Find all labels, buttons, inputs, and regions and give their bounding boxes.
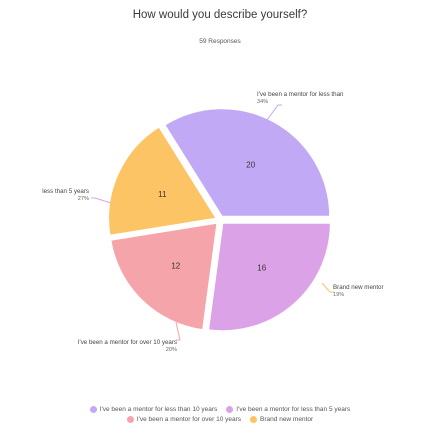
callout-label: I've been a mentor for over 10 years xyxy=(78,339,177,346)
legend-row: I've been a mentor for over 10 years Bra… xyxy=(0,414,440,424)
slice-value-label: 12 xyxy=(171,261,180,270)
callout-line xyxy=(175,321,181,341)
legend-swatch xyxy=(126,415,134,423)
slice-value-label: 20 xyxy=(246,161,255,170)
callout-label: I've been a mentor for less than xyxy=(257,91,344,98)
chart-title: How would you describe yourself? xyxy=(132,9,308,21)
callout-percent: 19% xyxy=(333,292,344,298)
legend-label: I've been a mentor for less than 10 year… xyxy=(99,405,218,413)
callout-percent: 34% xyxy=(257,99,268,105)
legend-row: I've been a mentor for less than 10 year… xyxy=(0,404,440,414)
legend: I've been a mentor for less than 10 year… xyxy=(0,404,440,424)
legend-label: Brand new mentor xyxy=(260,415,314,423)
pie-slice[interactable] xyxy=(109,221,219,331)
callout-line xyxy=(91,197,112,204)
legend-item-less-than-10[interactable]: I've been a mentor for less than 10 year… xyxy=(89,405,218,413)
pie-slice[interactable] xyxy=(107,125,218,237)
slice-value-label: 16 xyxy=(257,264,266,273)
callout-line xyxy=(263,104,282,125)
legend-label: I've been a mentor for less than 5 years xyxy=(236,405,351,413)
response-count: 59 Responses xyxy=(199,38,241,45)
legend-swatch xyxy=(250,415,258,423)
legend-swatch xyxy=(89,405,97,413)
callout-label: less than 5 years xyxy=(42,188,89,195)
pie-slice[interactable] xyxy=(163,107,331,218)
callout-label: Brand new mentor xyxy=(333,284,384,291)
slice-value-label: 11 xyxy=(158,190,167,199)
legend-label: I've been a mentor for over 10 years xyxy=(136,415,242,423)
legend-swatch xyxy=(226,405,234,413)
legend-item-less-than-5[interactable]: I've been a mentor for less than 5 years xyxy=(226,405,351,413)
pie-slice[interactable] xyxy=(207,222,332,332)
legend-item-over-10[interactable]: I've been a mentor for over 10 years xyxy=(126,415,242,423)
callout-percent: 27% xyxy=(78,196,89,202)
callout-percent: 20% xyxy=(166,347,177,353)
legend-item-brand-new[interactable]: Brand new mentor xyxy=(250,415,314,423)
callout-line xyxy=(321,282,334,293)
